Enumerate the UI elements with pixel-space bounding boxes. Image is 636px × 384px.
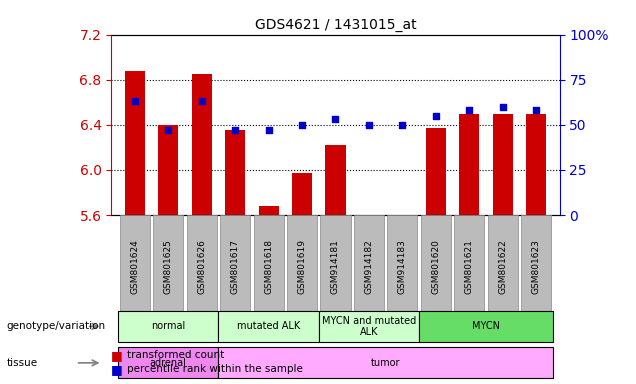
Text: GSM801624: GSM801624 (130, 240, 139, 294)
Text: GSM914182: GSM914182 (364, 240, 373, 294)
Bar (220, 215, 250, 319)
Title: GDS4621 / 1431015_at: GDS4621 / 1431015_at (254, 18, 417, 32)
Bar (454, 215, 485, 319)
Text: tissue: tissue (6, 358, 38, 368)
Text: tumor: tumor (371, 358, 401, 368)
Text: GSM914183: GSM914183 (398, 240, 407, 294)
Point (163, 127, 173, 133)
Bar (354, 215, 384, 319)
Text: transformed count: transformed count (127, 350, 225, 360)
Text: percentile rank within the sample: percentile rank within the sample (127, 364, 303, 374)
Bar (218, 347, 553, 379)
Text: GSM801621: GSM801621 (465, 240, 474, 294)
Bar (326, 145, 345, 215)
Point (398, 122, 408, 128)
Bar (287, 215, 317, 319)
Bar (191, 74, 212, 215)
Point (197, 98, 207, 104)
Text: mutated ALK: mutated ALK (237, 321, 300, 331)
Text: GSM801617: GSM801617 (231, 239, 240, 295)
Bar (125, 71, 145, 215)
Bar (421, 215, 451, 319)
Bar (387, 215, 417, 319)
Bar (118, 347, 218, 379)
Bar (120, 215, 150, 319)
Bar (392, 215, 413, 218)
Point (230, 127, 240, 133)
Point (263, 127, 273, 133)
Bar (419, 311, 553, 342)
Bar (186, 215, 217, 319)
Bar (526, 114, 546, 215)
Text: ■: ■ (111, 363, 127, 376)
Text: GSM801623: GSM801623 (532, 240, 541, 294)
Text: MYCN and mutated
ALK: MYCN and mutated ALK (322, 316, 416, 337)
Bar (225, 131, 245, 215)
Bar (319, 311, 419, 342)
Point (297, 122, 307, 128)
Point (498, 104, 508, 110)
Text: GSM801620: GSM801620 (431, 240, 440, 294)
Point (531, 107, 541, 113)
Point (130, 98, 140, 104)
Bar (292, 173, 312, 215)
Text: MYCN: MYCN (472, 321, 500, 331)
Bar (254, 215, 284, 319)
Text: adrenal: adrenal (149, 358, 186, 368)
Text: genotype/variation: genotype/variation (6, 321, 106, 331)
Bar (488, 215, 518, 319)
Bar (459, 114, 480, 215)
Text: GSM801619: GSM801619 (298, 239, 307, 295)
Text: GSM801625: GSM801625 (163, 240, 173, 294)
Text: GSM914181: GSM914181 (331, 240, 340, 294)
Bar (258, 206, 279, 215)
Bar (218, 311, 319, 342)
Bar (493, 114, 513, 215)
Bar (158, 125, 178, 215)
Text: GSM801618: GSM801618 (264, 239, 273, 295)
Bar (426, 128, 446, 215)
Point (364, 122, 374, 128)
Text: ■: ■ (111, 349, 127, 362)
Bar (359, 215, 379, 224)
Text: GSM801622: GSM801622 (498, 240, 508, 294)
Text: GSM801626: GSM801626 (197, 240, 206, 294)
Point (331, 116, 341, 122)
Bar (118, 311, 218, 342)
Bar (321, 215, 350, 319)
Point (464, 107, 474, 113)
Bar (153, 215, 183, 319)
Text: normal: normal (151, 321, 185, 331)
Point (431, 113, 441, 119)
Bar (521, 215, 551, 319)
